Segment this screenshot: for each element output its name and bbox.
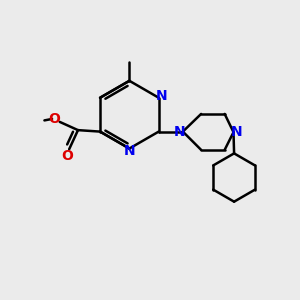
Text: N: N bbox=[231, 125, 242, 139]
Text: N: N bbox=[155, 89, 167, 103]
Text: N: N bbox=[174, 124, 186, 139]
Text: O: O bbox=[61, 149, 73, 163]
Text: N: N bbox=[124, 144, 135, 158]
Text: O: O bbox=[49, 112, 60, 126]
